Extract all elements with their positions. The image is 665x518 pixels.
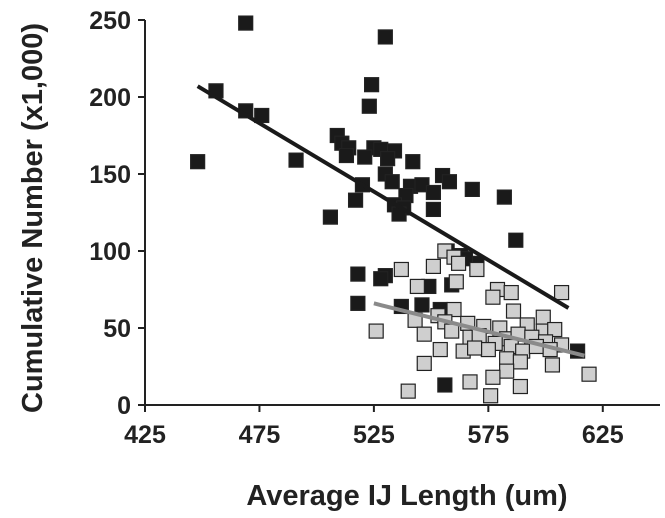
data-point bbox=[288, 152, 304, 168]
y-tick-label: 200 bbox=[89, 84, 131, 112]
data-point bbox=[467, 340, 483, 356]
y-tick-label: 50 bbox=[103, 315, 131, 343]
data-point bbox=[581, 366, 597, 382]
data-point bbox=[393, 261, 409, 278]
data-point bbox=[414, 297, 430, 313]
data-point bbox=[547, 321, 563, 338]
data-point bbox=[357, 149, 373, 165]
data-point bbox=[373, 271, 389, 287]
data-point bbox=[464, 181, 480, 197]
data-point bbox=[322, 209, 338, 225]
data-point bbox=[505, 303, 522, 319]
y-tick-label: 100 bbox=[89, 238, 131, 266]
data-point bbox=[437, 377, 453, 393]
data-point bbox=[469, 261, 485, 278]
data-point bbox=[238, 15, 254, 31]
data-point bbox=[364, 77, 380, 93]
data-point bbox=[384, 174, 400, 190]
data-point bbox=[448, 274, 464, 290]
x-tick-label: 525 bbox=[353, 421, 395, 449]
x-tick-label: 425 bbox=[124, 421, 166, 449]
data-point bbox=[496, 189, 512, 205]
series-2 bbox=[368, 243, 597, 404]
x-tick-label: 625 bbox=[582, 421, 624, 449]
data-point bbox=[544, 357, 561, 373]
data-point bbox=[503, 284, 519, 301]
y-tick-label: 250 bbox=[89, 7, 131, 35]
data-point bbox=[425, 184, 441, 201]
data-point bbox=[400, 383, 416, 399]
data-point bbox=[377, 29, 393, 45]
data-point bbox=[480, 341, 496, 358]
data-point bbox=[462, 374, 478, 390]
data-point bbox=[446, 301, 462, 318]
y-ticks bbox=[138, 19, 145, 406]
data-point bbox=[350, 266, 366, 282]
y-tick-label: 0 bbox=[117, 392, 131, 420]
trendline-series-1 bbox=[196, 84, 570, 310]
data-point bbox=[441, 174, 458, 190]
data-point bbox=[483, 388, 499, 404]
x-tick-labels: 425 475 525 575 625 bbox=[124, 421, 624, 449]
x-tick-label: 475 bbox=[239, 421, 281, 449]
data-point bbox=[347, 192, 364, 208]
y-tick-labels: 0 50 100 150 200 250 bbox=[89, 7, 131, 420]
series-layer bbox=[190, 15, 597, 404]
x-ticks bbox=[144, 405, 604, 412]
data-point bbox=[485, 369, 501, 385]
data-point bbox=[190, 154, 206, 170]
trendline-series-2 bbox=[373, 301, 585, 358]
data-point bbox=[361, 98, 377, 114]
data-point bbox=[553, 284, 570, 301]
data-point bbox=[425, 258, 441, 274]
y-tick-label: 150 bbox=[89, 161, 131, 189]
data-point bbox=[380, 151, 396, 167]
data-point bbox=[499, 363, 515, 379]
data-point bbox=[512, 354, 528, 370]
data-point bbox=[338, 147, 355, 164]
plot-area bbox=[138, 15, 660, 412]
data-point bbox=[485, 289, 501, 305]
data-point bbox=[409, 278, 425, 295]
data-point bbox=[425, 201, 441, 218]
data-point bbox=[350, 295, 366, 311]
data-point bbox=[512, 378, 528, 395]
x-axis-title: Average IJ Length (um) bbox=[246, 480, 567, 512]
data-point bbox=[368, 323, 384, 339]
data-point bbox=[508, 232, 524, 248]
x-tick-label: 575 bbox=[467, 421, 509, 449]
data-point bbox=[416, 355, 432, 372]
data-point bbox=[450, 255, 467, 271]
y-axis-title: Cumulative Number (x1,000) bbox=[17, 23, 49, 413]
data-point bbox=[432, 341, 448, 358]
data-point bbox=[414, 177, 430, 193]
data-point bbox=[416, 326, 432, 342]
data-point bbox=[405, 154, 421, 170]
data-point bbox=[444, 323, 460, 339]
